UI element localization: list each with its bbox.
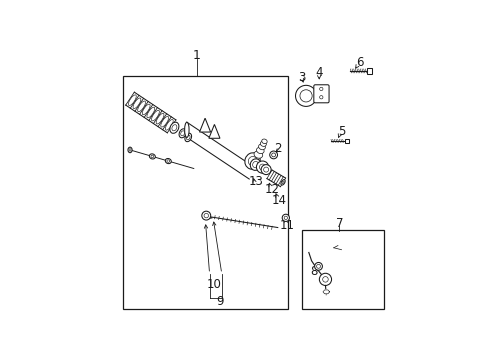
- Circle shape: [316, 264, 320, 268]
- Circle shape: [319, 273, 331, 285]
- Text: 9: 9: [216, 295, 224, 308]
- Polygon shape: [199, 118, 210, 132]
- FancyBboxPatch shape: [313, 85, 328, 103]
- Text: 3: 3: [298, 71, 305, 84]
- Ellipse shape: [142, 104, 150, 115]
- Ellipse shape: [133, 98, 141, 109]
- Ellipse shape: [281, 180, 285, 185]
- Ellipse shape: [250, 159, 261, 170]
- Text: 14: 14: [271, 194, 286, 207]
- Ellipse shape: [261, 139, 266, 144]
- Circle shape: [299, 90, 311, 102]
- Ellipse shape: [149, 154, 155, 159]
- Circle shape: [319, 87, 322, 91]
- Circle shape: [256, 161, 268, 173]
- Bar: [366, 68, 371, 74]
- Text: 11: 11: [279, 219, 294, 232]
- Ellipse shape: [151, 155, 153, 158]
- Ellipse shape: [256, 147, 264, 154]
- Ellipse shape: [252, 161, 258, 168]
- Bar: [317, 89, 325, 99]
- Ellipse shape: [172, 125, 177, 131]
- Ellipse shape: [156, 113, 163, 124]
- Ellipse shape: [169, 122, 179, 133]
- Ellipse shape: [128, 95, 136, 105]
- Circle shape: [263, 167, 268, 172]
- Text: 10: 10: [206, 278, 221, 291]
- Text: 4: 4: [315, 66, 322, 79]
- Ellipse shape: [248, 157, 256, 166]
- Text: 8: 8: [310, 265, 317, 278]
- Ellipse shape: [184, 133, 191, 142]
- Bar: [301, 230, 383, 309]
- Ellipse shape: [129, 149, 131, 151]
- Circle shape: [203, 213, 208, 218]
- Ellipse shape: [161, 116, 168, 127]
- Ellipse shape: [138, 101, 145, 112]
- Ellipse shape: [282, 181, 284, 184]
- Circle shape: [314, 262, 322, 270]
- Circle shape: [269, 151, 277, 159]
- Ellipse shape: [166, 160, 169, 162]
- Circle shape: [271, 153, 275, 157]
- Ellipse shape: [128, 147, 132, 153]
- Ellipse shape: [151, 110, 159, 121]
- Ellipse shape: [260, 141, 266, 147]
- Text: 7: 7: [335, 217, 343, 230]
- Text: 1: 1: [192, 49, 200, 62]
- Ellipse shape: [244, 153, 260, 169]
- Circle shape: [322, 276, 327, 282]
- Text: 5: 5: [337, 125, 345, 138]
- Polygon shape: [322, 290, 329, 294]
- Ellipse shape: [184, 122, 189, 138]
- Text: 12: 12: [264, 183, 279, 196]
- Ellipse shape: [165, 158, 171, 164]
- Text: 13: 13: [248, 175, 263, 188]
- Circle shape: [259, 164, 265, 170]
- Circle shape: [261, 165, 270, 175]
- Ellipse shape: [146, 107, 154, 118]
- Circle shape: [284, 216, 287, 220]
- Text: 6: 6: [356, 56, 363, 69]
- Ellipse shape: [186, 135, 190, 140]
- Circle shape: [319, 96, 322, 99]
- Bar: [123, 76, 287, 309]
- Ellipse shape: [254, 151, 262, 158]
- Circle shape: [282, 214, 289, 221]
- Text: 2: 2: [274, 142, 282, 155]
- Ellipse shape: [258, 144, 265, 150]
- Circle shape: [202, 211, 210, 220]
- Ellipse shape: [179, 129, 186, 138]
- Ellipse shape: [181, 131, 184, 136]
- Bar: [344, 139, 348, 143]
- Ellipse shape: [165, 120, 173, 130]
- Polygon shape: [208, 125, 220, 138]
- Circle shape: [295, 85, 316, 107]
